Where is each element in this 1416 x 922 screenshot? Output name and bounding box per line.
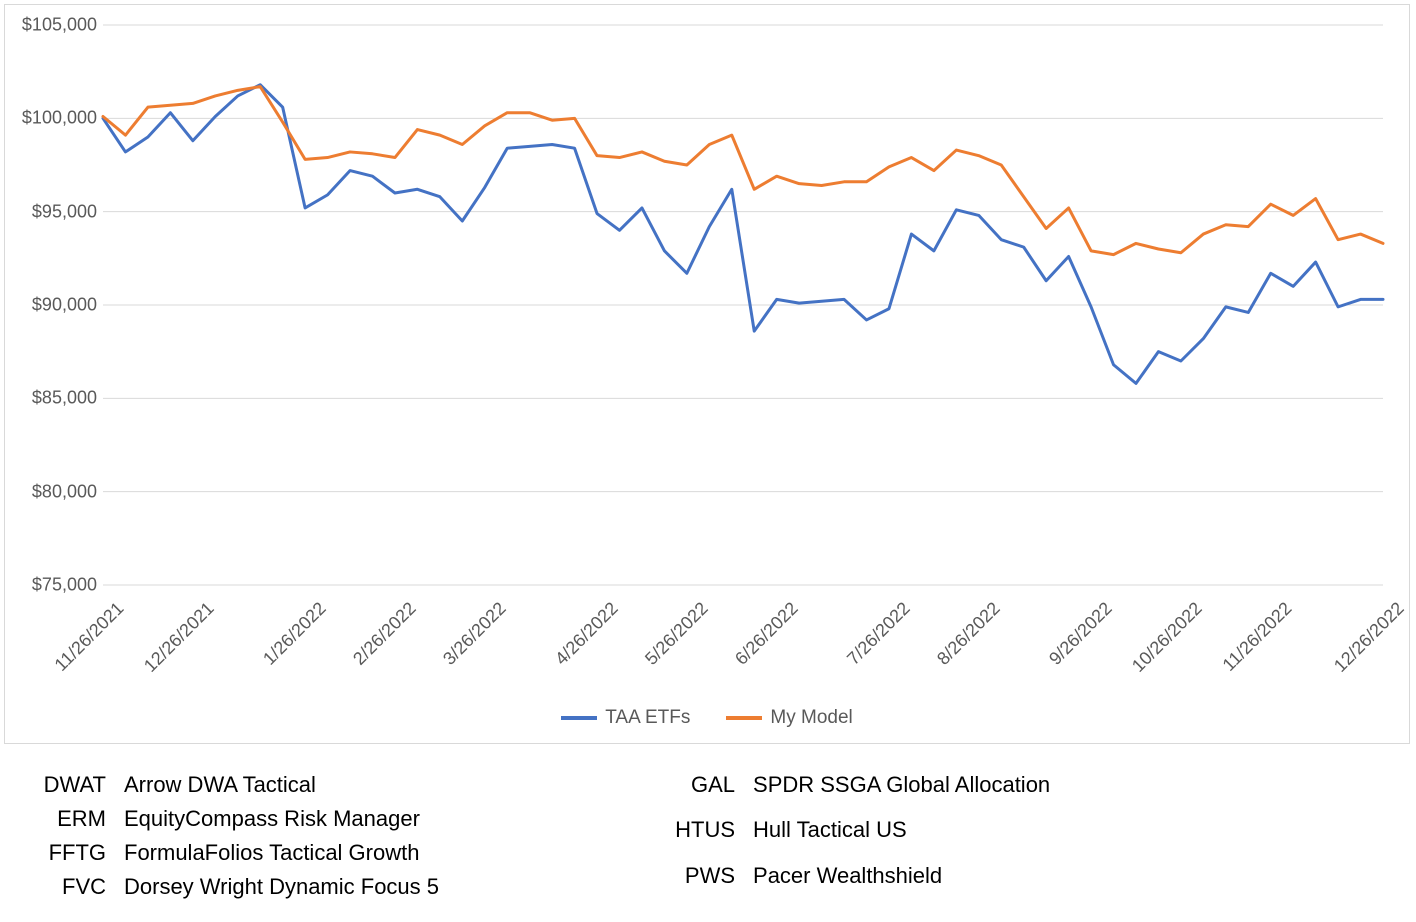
- etf-name: Dorsey Wright Dynamic Focus 5: [124, 874, 439, 900]
- x-tick-label: 5/26/2022: [641, 598, 712, 669]
- x-tick-label: 11/26/2022: [1218, 598, 1296, 676]
- x-tick-label: 11/26/2021: [51, 598, 129, 676]
- legend: TAA ETFs My Model: [5, 707, 1409, 729]
- etf-ticker: PWS: [649, 863, 735, 900]
- x-tick-label: 2/26/2022: [349, 598, 420, 669]
- etf-column-left: DWAT Arrow DWA Tactical ERM EquityCompass R…: [20, 772, 439, 900]
- legend-swatch: [561, 716, 597, 720]
- x-tick-label: 10/26/2022: [1128, 598, 1207, 677]
- etf-name: SPDR SSGA Global Allocation: [753, 772, 1050, 809]
- plot-area: [103, 25, 1383, 585]
- y-tick-label: $100,000: [5, 108, 97, 129]
- legend-item: TAA ETFs: [561, 707, 690, 729]
- y-tick-label: $75,000: [5, 575, 97, 596]
- etf-ticker: DWAT: [20, 772, 106, 798]
- etf-name: FormulaFolios Tactical Growth: [124, 840, 439, 866]
- etf-column-right: GAL SPDR SSGA Global Allocation HTUS Hull T…: [649, 772, 1050, 900]
- x-tick-label: 12/26/2021: [140, 598, 219, 677]
- etf-legend-table: DWAT Arrow DWA Tactical ERM EquityCompass R…: [4, 772, 1410, 900]
- y-tick-label: $80,000: [5, 481, 97, 502]
- x-tick-label: 12/26/2022: [1330, 598, 1409, 677]
- y-tick-label: $95,000: [5, 201, 97, 222]
- performance-chart: $105,000 $100,000 $95,000 $90,000 $85,000 $80…: [4, 4, 1410, 744]
- y-tick-label: $105,000: [5, 15, 97, 36]
- etf-ticker: FVC: [20, 874, 106, 900]
- etf-ticker: HTUS: [649, 817, 735, 854]
- legend-swatch: [726, 716, 762, 720]
- etf-name: Pacer Wealthshield: [753, 863, 1050, 900]
- etf-name: Arrow DWA Tactical: [124, 772, 439, 798]
- series-taa-etfs: [103, 85, 1383, 384]
- x-tick-label: 4/26/2022: [551, 598, 622, 669]
- y-tick-label: $90,000: [5, 295, 97, 316]
- etf-ticker: ERM: [20, 806, 106, 832]
- series-my-model: [103, 87, 1383, 255]
- etf-ticker: FFTG: [20, 840, 106, 866]
- y-tick-label: $85,000: [5, 388, 97, 409]
- x-tick-label: 7/26/2022: [843, 598, 914, 669]
- y-axis-labels: $105,000$100,000$95,000$90,000$85,000$80…: [5, 25, 97, 585]
- x-tick-label: 9/26/2022: [1045, 598, 1116, 669]
- x-tick-label: 8/26/2022: [933, 598, 1004, 669]
- x-tick-label: 1/26/2022: [259, 598, 330, 669]
- x-tick-label: 6/26/2022: [731, 598, 802, 669]
- etf-name: Hull Tactical US: [753, 817, 1050, 854]
- legend-label: My Model: [770, 707, 852, 729]
- x-tick-label: 3/26/2022: [439, 598, 510, 669]
- legend-label: TAA ETFs: [605, 707, 690, 729]
- etf-name: EquityCompass Risk Manager: [124, 806, 439, 832]
- etf-ticker: GAL: [649, 772, 735, 809]
- chart-svg: [103, 25, 1383, 585]
- legend-item: My Model: [726, 707, 852, 729]
- x-axis-labels: 11/26/202112/26/20211/26/20222/26/20223/…: [103, 589, 1383, 679]
